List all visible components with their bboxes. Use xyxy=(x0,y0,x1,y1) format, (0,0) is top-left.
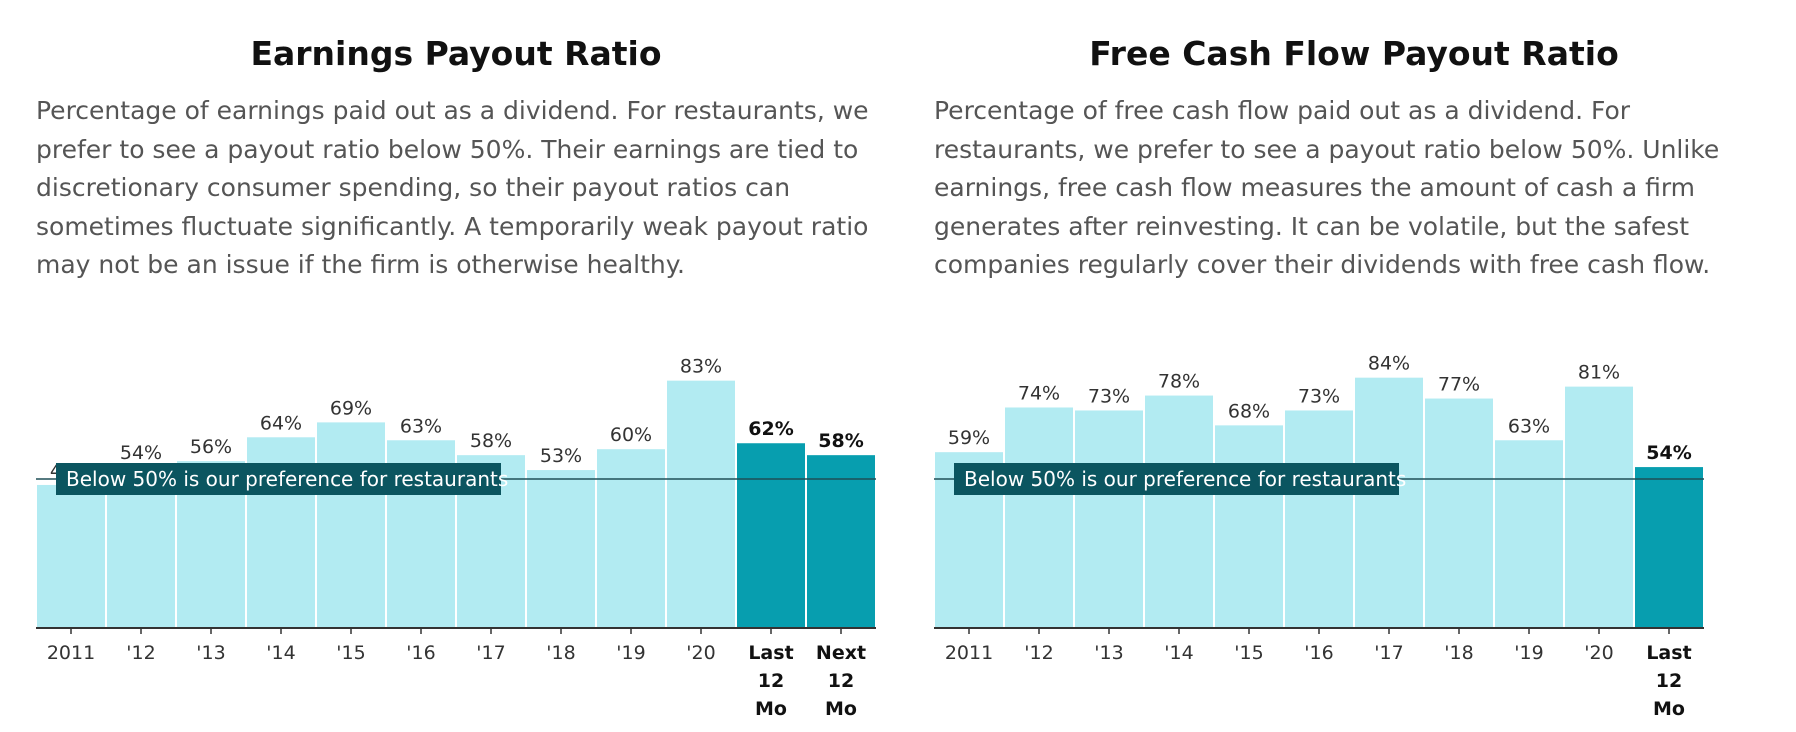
value-label-1-3: 78% xyxy=(1158,371,1200,393)
tick-label-0-0: 2011 xyxy=(47,642,95,664)
tick-label-1-4: '15 xyxy=(1234,642,1263,664)
tick-label-1-8: '19 xyxy=(1514,642,1543,664)
fcf-chart-title: Free Cash Flow Payout Ratio xyxy=(934,34,1774,73)
reference-label-1: Below 50% is our preference for restaura… xyxy=(964,467,1406,491)
tick-label-1-9: '20 xyxy=(1584,642,1613,664)
value-label-0-10: 62% xyxy=(748,418,793,440)
value-label-1-1: 74% xyxy=(1018,382,1060,404)
value-label-1-9: 81% xyxy=(1578,362,1620,384)
tick-label-1-0: 2011 xyxy=(945,642,993,664)
bar-1-3 xyxy=(1145,396,1213,628)
reference-label-0: Below 50% is our preference for restaura… xyxy=(66,467,508,491)
bar-1-9 xyxy=(1565,387,1633,628)
tick-label-0-4: '15 xyxy=(336,642,365,664)
tick-label-1-5: '16 xyxy=(1304,642,1333,664)
bar-1-5 xyxy=(1285,410,1353,628)
value-label-1-8: 63% xyxy=(1508,415,1550,437)
value-label-0-1: 54% xyxy=(120,442,162,464)
value-label-1-0: 59% xyxy=(948,427,990,449)
value-label-0-11: 58% xyxy=(818,430,863,452)
bar-0-10 xyxy=(737,443,805,628)
value-label-0-6: 58% xyxy=(470,430,512,452)
tick-label-0-11: Next 12 Mo xyxy=(816,642,866,720)
tick-label-1-6: '17 xyxy=(1374,642,1403,664)
tick-label-0-8: '19 xyxy=(616,642,645,664)
bar-0-0 xyxy=(37,485,105,628)
fcf-panel: Free Cash Flow Payout Ratio Percentage o… xyxy=(934,0,1774,732)
fcf-payout-chart: 59% 74% 73% 78% 68% 73% 84% 77% 63% 81% 54% Below 5… xyxy=(934,290,1774,732)
value-label-0-2: 56% xyxy=(190,436,232,458)
value-label-0-8: 60% xyxy=(610,424,652,446)
tick-label-0-6: '17 xyxy=(476,642,505,664)
earnings-panel: Earnings Payout Ratio Percentage of earn… xyxy=(36,0,876,732)
tick-label-0-1: '12 xyxy=(126,642,155,664)
bar-1-6 xyxy=(1355,378,1423,628)
value-label-1-7: 77% xyxy=(1438,374,1480,396)
bar-1-10 xyxy=(1635,467,1703,628)
tick-label-0-3: '14 xyxy=(266,642,295,664)
fcf-chart-description: Percentage of free cash flow paid out as… xyxy=(934,92,1774,285)
tick-label-1-1: '12 xyxy=(1024,642,1053,664)
bar-0-9 xyxy=(667,381,735,628)
tick-label-0-7: '18 xyxy=(546,642,575,664)
bar-1-4 xyxy=(1215,425,1283,628)
value-label-0-7: 53% xyxy=(540,445,582,467)
bar-1-1 xyxy=(1005,407,1073,628)
value-label-0-5: 63% xyxy=(400,415,442,437)
value-label-1-2: 73% xyxy=(1088,385,1130,407)
value-label-1-6: 84% xyxy=(1368,353,1410,375)
value-label-1-10: 54% xyxy=(1646,442,1691,464)
value-label-1-5: 73% xyxy=(1298,385,1340,407)
bar-1-8 xyxy=(1495,440,1563,628)
bar-0-7 xyxy=(527,470,595,628)
tick-label-1-7: '18 xyxy=(1444,642,1473,664)
value-label-0-3: 64% xyxy=(260,412,302,434)
tick-label-0-5: '16 xyxy=(406,642,435,664)
earnings-payout-chart: 48%54%56%64%69%63%58%53%60%83%62%58%Belo… xyxy=(36,290,876,732)
earnings-chart-description: Percentage of earnings paid out as a div… xyxy=(36,92,876,285)
tick-label-0-9: '20 xyxy=(686,642,715,664)
earnings-chart-title: Earnings Payout Ratio xyxy=(36,34,876,73)
tick-label-0-10: Last 12 Mo xyxy=(748,642,793,720)
value-label-0-4: 69% xyxy=(330,397,372,419)
bar-1-2 xyxy=(1075,410,1143,628)
tick-label-1-10: Last 12 Mo xyxy=(1646,642,1691,720)
tick-label-1-3: '14 xyxy=(1164,642,1193,664)
bar-0-11 xyxy=(807,455,875,628)
bar-0-8 xyxy=(597,449,665,628)
tick-label-0-2: '13 xyxy=(196,642,225,664)
value-label-0-9: 83% xyxy=(680,356,722,378)
value-label-1-4: 68% xyxy=(1228,400,1270,422)
tick-label-1-2: '13 xyxy=(1094,642,1123,664)
bar-0-4 xyxy=(317,422,385,628)
bar-1-7 xyxy=(1425,399,1493,628)
